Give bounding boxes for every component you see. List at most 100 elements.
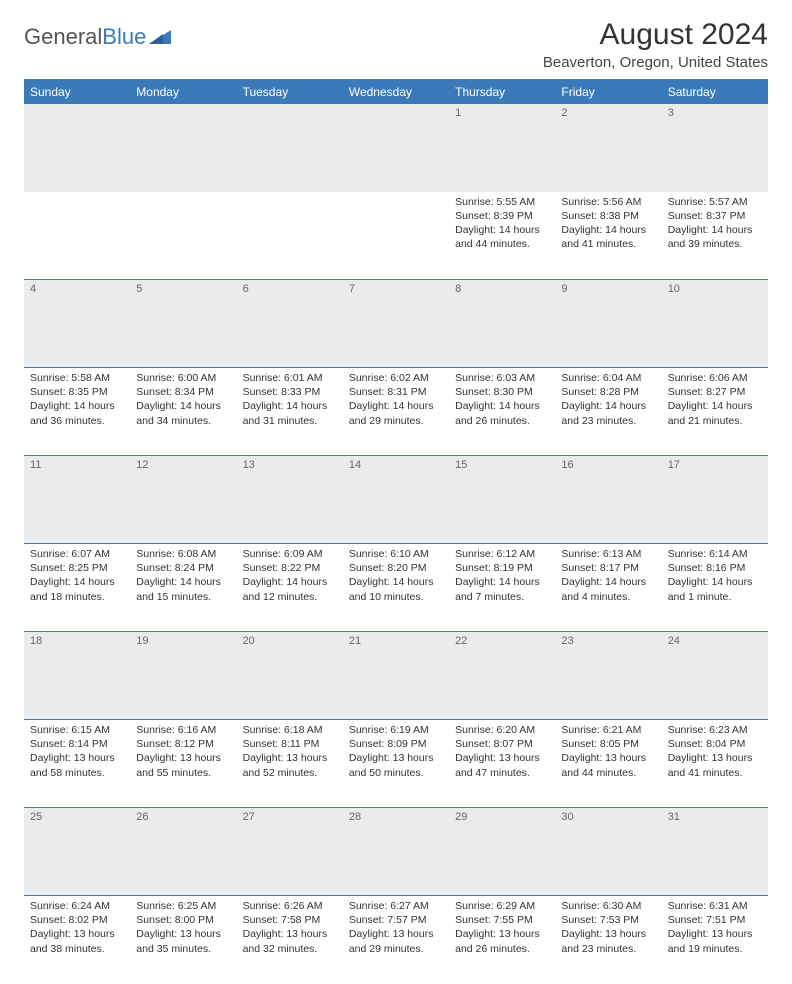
day-cell (24, 192, 130, 280)
day-cell: Sunrise: 5:57 AMSunset: 8:37 PMDaylight:… (662, 192, 768, 280)
day-number: 12 (130, 456, 236, 544)
day-cell (343, 192, 449, 280)
calendar-body: 123Sunrise: 5:55 AMSunset: 8:39 PMDaylig… (24, 104, 768, 984)
day-content: Sunrise: 6:12 AMSunset: 8:19 PMDaylight:… (455, 547, 549, 604)
day-number (237, 104, 343, 192)
day-cell: Sunrise: 6:19 AMSunset: 8:09 PMDaylight:… (343, 720, 449, 808)
week-row: Sunrise: 6:07 AMSunset: 8:25 PMDaylight:… (24, 544, 768, 632)
day-cell: Sunrise: 6:24 AMSunset: 8:02 PMDaylight:… (24, 896, 130, 984)
day-cell: Sunrise: 6:29 AMSunset: 7:55 PMDaylight:… (449, 896, 555, 984)
day-cell: Sunrise: 6:06 AMSunset: 8:27 PMDaylight:… (662, 368, 768, 456)
day-cell: Sunrise: 6:04 AMSunset: 8:28 PMDaylight:… (555, 368, 661, 456)
day-number: 17 (662, 456, 768, 544)
day-number (24, 104, 130, 192)
triangle-icon (149, 24, 171, 50)
day-content: Sunrise: 6:20 AMSunset: 8:07 PMDaylight:… (455, 723, 549, 780)
day-cell: Sunrise: 5:55 AMSunset: 8:39 PMDaylight:… (449, 192, 555, 280)
day-content: Sunrise: 6:25 AMSunset: 8:00 PMDaylight:… (136, 899, 230, 956)
day-number: 27 (237, 808, 343, 896)
day-number: 11 (24, 456, 130, 544)
day-number: 23 (555, 632, 661, 720)
day-content: Sunrise: 5:55 AMSunset: 8:39 PMDaylight:… (455, 195, 549, 252)
location: Beaverton, Oregon, United States (543, 54, 768, 71)
day-content: Sunrise: 6:18 AMSunset: 8:11 PMDaylight:… (243, 723, 337, 780)
day-number (343, 104, 449, 192)
day-number: 22 (449, 632, 555, 720)
day-cell: Sunrise: 6:08 AMSunset: 8:24 PMDaylight:… (130, 544, 236, 632)
day-content: Sunrise: 6:06 AMSunset: 8:27 PMDaylight:… (668, 371, 762, 428)
day-cell: Sunrise: 6:30 AMSunset: 7:53 PMDaylight:… (555, 896, 661, 984)
day-cell: Sunrise: 6:03 AMSunset: 8:30 PMDaylight:… (449, 368, 555, 456)
week-row: Sunrise: 6:15 AMSunset: 8:14 PMDaylight:… (24, 720, 768, 808)
day-number: 7 (343, 280, 449, 368)
weekday-header: Tuesday (237, 80, 343, 104)
day-content: Sunrise: 6:10 AMSunset: 8:20 PMDaylight:… (349, 547, 443, 604)
day-number: 1 (449, 104, 555, 192)
day-cell: Sunrise: 6:13 AMSunset: 8:17 PMDaylight:… (555, 544, 661, 632)
day-number: 24 (662, 632, 768, 720)
logo: GeneralBlue (24, 24, 171, 50)
day-number: 6 (237, 280, 343, 368)
day-cell (237, 192, 343, 280)
day-number: 28 (343, 808, 449, 896)
calendar-table: SundayMondayTuesdayWednesdayThursdayFrid… (24, 79, 768, 984)
day-content: Sunrise: 6:19 AMSunset: 8:09 PMDaylight:… (349, 723, 443, 780)
day-cell: Sunrise: 6:00 AMSunset: 8:34 PMDaylight:… (130, 368, 236, 456)
day-number: 8 (449, 280, 555, 368)
day-content: Sunrise: 6:00 AMSunset: 8:34 PMDaylight:… (136, 371, 230, 428)
day-cell: Sunrise: 6:01 AMSunset: 8:33 PMDaylight:… (237, 368, 343, 456)
day-cell: Sunrise: 5:56 AMSunset: 8:38 PMDaylight:… (555, 192, 661, 280)
day-cell: Sunrise: 6:16 AMSunset: 8:12 PMDaylight:… (130, 720, 236, 808)
day-cell: Sunrise: 5:58 AMSunset: 8:35 PMDaylight:… (24, 368, 130, 456)
day-cell (130, 192, 236, 280)
day-number: 16 (555, 456, 661, 544)
day-number: 31 (662, 808, 768, 896)
day-cell: Sunrise: 6:27 AMSunset: 7:57 PMDaylight:… (343, 896, 449, 984)
day-cell: Sunrise: 6:25 AMSunset: 8:00 PMDaylight:… (130, 896, 236, 984)
day-content: Sunrise: 6:21 AMSunset: 8:05 PMDaylight:… (561, 723, 655, 780)
day-cell: Sunrise: 6:31 AMSunset: 7:51 PMDaylight:… (662, 896, 768, 984)
day-number: 4 (24, 280, 130, 368)
day-number: 10 (662, 280, 768, 368)
day-number: 18 (24, 632, 130, 720)
day-cell: Sunrise: 6:10 AMSunset: 8:20 PMDaylight:… (343, 544, 449, 632)
day-content: Sunrise: 6:27 AMSunset: 7:57 PMDaylight:… (349, 899, 443, 956)
day-cell: Sunrise: 6:14 AMSunset: 8:16 PMDaylight:… (662, 544, 768, 632)
weekday-header: Saturday (662, 80, 768, 104)
day-cell: Sunrise: 6:15 AMSunset: 8:14 PMDaylight:… (24, 720, 130, 808)
day-content: Sunrise: 6:13 AMSunset: 8:17 PMDaylight:… (561, 547, 655, 604)
day-content: Sunrise: 6:04 AMSunset: 8:28 PMDaylight:… (561, 371, 655, 428)
day-content: Sunrise: 6:16 AMSunset: 8:12 PMDaylight:… (136, 723, 230, 780)
day-number: 13 (237, 456, 343, 544)
day-cell: Sunrise: 6:09 AMSunset: 8:22 PMDaylight:… (237, 544, 343, 632)
weekday-header: Thursday (449, 80, 555, 104)
month-title: August 2024 (543, 18, 768, 52)
daynum-row: 45678910 (24, 280, 768, 368)
daynum-row: 18192021222324 (24, 632, 768, 720)
weekday-header: Sunday (24, 80, 130, 104)
day-cell: Sunrise: 6:02 AMSunset: 8:31 PMDaylight:… (343, 368, 449, 456)
day-cell: Sunrise: 6:21 AMSunset: 8:05 PMDaylight:… (555, 720, 661, 808)
day-cell: Sunrise: 6:18 AMSunset: 8:11 PMDaylight:… (237, 720, 343, 808)
day-number: 14 (343, 456, 449, 544)
day-cell: Sunrise: 6:23 AMSunset: 8:04 PMDaylight:… (662, 720, 768, 808)
day-content: Sunrise: 5:58 AMSunset: 8:35 PMDaylight:… (30, 371, 124, 428)
day-number: 29 (449, 808, 555, 896)
day-content: Sunrise: 5:57 AMSunset: 8:37 PMDaylight:… (668, 195, 762, 252)
day-number: 3 (662, 104, 768, 192)
day-number: 21 (343, 632, 449, 720)
day-content: Sunrise: 6:08 AMSunset: 8:24 PMDaylight:… (136, 547, 230, 604)
day-number: 26 (130, 808, 236, 896)
day-content: Sunrise: 6:31 AMSunset: 7:51 PMDaylight:… (668, 899, 762, 956)
day-content: Sunrise: 6:15 AMSunset: 8:14 PMDaylight:… (30, 723, 124, 780)
day-cell: Sunrise: 6:20 AMSunset: 8:07 PMDaylight:… (449, 720, 555, 808)
day-content: Sunrise: 6:26 AMSunset: 7:58 PMDaylight:… (243, 899, 337, 956)
day-content: Sunrise: 6:07 AMSunset: 8:25 PMDaylight:… (30, 547, 124, 604)
logo-word2: Blue (102, 24, 146, 50)
title-block: August 2024 Beaverton, Oregon, United St… (543, 18, 768, 71)
header: GeneralBlue August 2024 Beaverton, Orego… (24, 18, 768, 71)
daynum-row: 25262728293031 (24, 808, 768, 896)
day-content: Sunrise: 6:03 AMSunset: 8:30 PMDaylight:… (455, 371, 549, 428)
day-content: Sunrise: 6:02 AMSunset: 8:31 PMDaylight:… (349, 371, 443, 428)
day-cell: Sunrise: 6:07 AMSunset: 8:25 PMDaylight:… (24, 544, 130, 632)
